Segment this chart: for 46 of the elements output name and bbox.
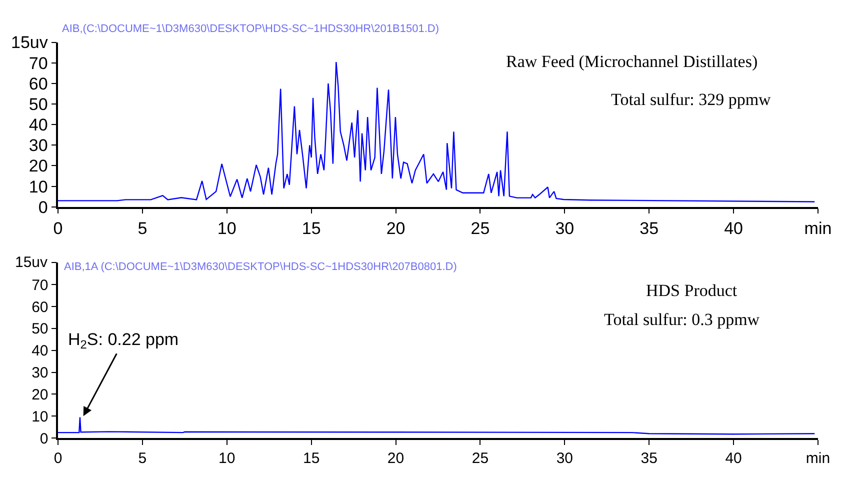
y-tick-label: 30 bbox=[32, 364, 48, 382]
annotation: H$_{2}$S: 0.22 ppm bbox=[68, 330, 179, 352]
line-series bbox=[58, 416, 816, 435]
y-tick-label: 50 bbox=[28, 94, 48, 114]
y-tick-label: 40 bbox=[28, 116, 48, 135]
y-tick-label: 70 bbox=[28, 54, 48, 73]
x-tick-label: 40 bbox=[725, 450, 742, 467]
y-tick-label: 20 bbox=[28, 156, 48, 176]
x-tick-label: 25 bbox=[472, 450, 489, 467]
y-tick-label: 10 bbox=[28, 177, 48, 196]
y-tick-label: 0 bbox=[38, 198, 48, 217]
x-tick-label: 30 bbox=[555, 219, 574, 238]
chart-title: AIB,(C:\DOCUME~1\D3M630\DESKTOP\HDS-SC~1HDS30HR\201B1501.D) bbox=[62, 23, 439, 35]
x-tick-label: 0 bbox=[53, 219, 63, 238]
x-tick-label: 5 bbox=[138, 219, 148, 238]
x-tick-label: min bbox=[806, 450, 830, 467]
x-tick-label: 20 bbox=[386, 219, 406, 238]
x-tick-label: 15 bbox=[302, 450, 320, 467]
y-axis-title: 15uv bbox=[11, 33, 48, 52]
y-tick-label: 60 bbox=[32, 298, 48, 316]
y-tick-label: 0 bbox=[40, 430, 48, 448]
y-axis-title: 15uv bbox=[15, 254, 48, 271]
x-tick-label: 10 bbox=[218, 450, 236, 467]
x-tick-label: 30 bbox=[556, 450, 574, 467]
x-tick-label: 35 bbox=[640, 450, 658, 467]
y-tick-label: 10 bbox=[32, 408, 48, 426]
x-tick-label: 5 bbox=[138, 450, 147, 467]
annotation: HDS Product bbox=[646, 281, 738, 300]
y-tick-label: 50 bbox=[32, 320, 48, 338]
annotation: Raw Feed (Microchannel Distillates) bbox=[506, 52, 758, 71]
y-tick-label: 30 bbox=[28, 136, 48, 156]
x-tick-label: 35 bbox=[640, 219, 659, 238]
x-tick-label: 10 bbox=[217, 219, 236, 238]
annotation: Total sulfur: 329 ppmw bbox=[611, 90, 772, 109]
chart-title: AIB,1A (C:\DOCUME~1\D3M630\DESKTOP\HDS-SC~1HDS30HR\207B0801.D) bbox=[64, 261, 457, 273]
x-tick-label: 25 bbox=[470, 219, 490, 238]
y-tick-label: 70 bbox=[32, 276, 48, 294]
x-tick-label: 0 bbox=[54, 450, 62, 467]
y-tick-label: 40 bbox=[32, 342, 48, 360]
x-tick-label: min bbox=[804, 219, 832, 238]
y-tick-label: 20 bbox=[32, 386, 48, 404]
x-tick-label: 20 bbox=[387, 450, 404, 467]
annotation: Total sulfur: 0.3 ppmw bbox=[604, 310, 760, 329]
x-tick-label: 15 bbox=[302, 219, 321, 238]
x-tick-label: 40 bbox=[724, 219, 744, 238]
y-tick-label: 60 bbox=[28, 74, 48, 94]
